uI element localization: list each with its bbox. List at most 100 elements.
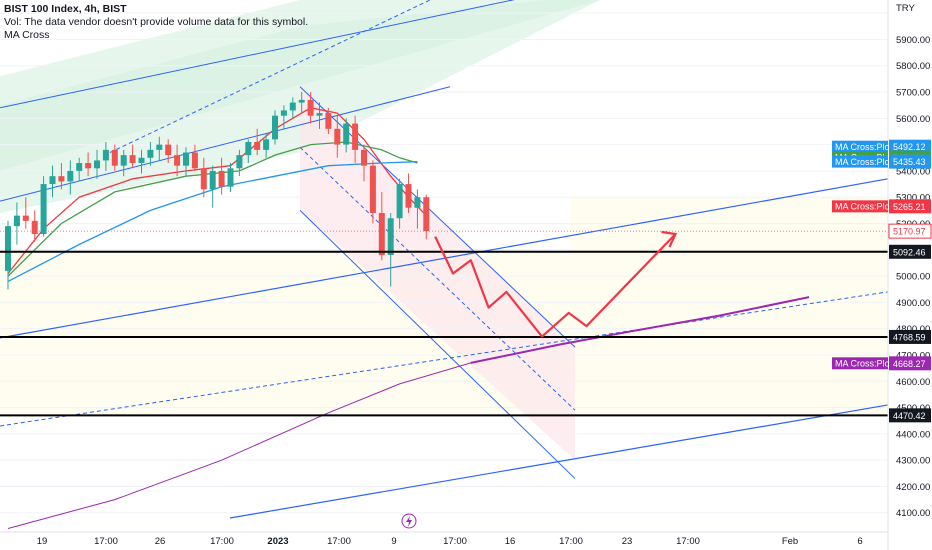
rising-trend-line-1	[0, 178, 889, 339]
time-tick-label: 2023	[267, 536, 288, 547]
price-badge-value: 4470.42	[893, 411, 926, 421]
candle-body	[94, 160, 100, 169]
chart-legend: BIST 100 Index, 4h, BIST Vol: The data v…	[4, 3, 308, 42]
price-badge-value: 4768.59	[893, 332, 926, 342]
drawing-zones	[0, 0, 888, 461]
time-tick-label: 26	[155, 536, 166, 547]
price-tick-label: 5300.00	[896, 193, 930, 204]
rising-trend-line-2	[229, 404, 889, 519]
projection-arrowhead[interactable]	[661, 230, 678, 248]
price-badge-value: 5435.43	[893, 157, 926, 167]
candle-body	[263, 139, 270, 150]
time-tick-label: 16	[505, 536, 516, 547]
candle-body	[156, 144, 163, 150]
price-badge-value: 5265.21	[893, 202, 926, 212]
projection-path-line[interactable]	[434, 233, 677, 338]
candle-body	[147, 149, 154, 158]
candle-body	[58, 176, 65, 182]
price-tick-label: 4600.00	[896, 377, 930, 388]
grid	[0, 12, 888, 514]
price-badge-bg	[889, 329, 931, 344]
candle-body	[405, 184, 412, 208]
time-tick-label: 17:00	[210, 536, 234, 547]
price-badge-bg	[889, 408, 931, 423]
price-axis[interactable]: TRY4100.004200.004300.004400.004500.0046…	[832, 0, 932, 550]
candle-body	[227, 168, 234, 187]
ma-badge-label-bg	[832, 357, 888, 370]
candle-body	[316, 113, 323, 116]
candle-body	[369, 165, 376, 213]
horizontal-levels[interactable]	[0, 230, 888, 417]
price-badge-value: 4668.27	[893, 359, 926, 369]
price-badge-bg	[889, 356, 931, 371]
time-tick-label: 17:00	[676, 536, 700, 547]
candle-body	[423, 197, 430, 232]
time-tick-label: 23	[622, 536, 633, 547]
trend-channels[interactable]	[0, 0, 889, 519]
price-tick-label: 4100.00	[896, 508, 930, 519]
price-tick-label: 5000.00	[896, 272, 930, 283]
upper-channel-top-line	[0, 0, 515, 109]
candle-body	[280, 110, 287, 116]
last-price-badge-value: 5170.97	[893, 227, 926, 237]
legend-title[interactable]: BIST 100 Index, 4h, BIST	[4, 3, 127, 15]
candle-body	[352, 123, 359, 150]
candle-body	[85, 163, 92, 169]
candle-body	[254, 141, 261, 150]
price-tick-label: 5800.00	[896, 61, 930, 72]
time-tick-label: 17:00	[443, 536, 467, 547]
ma-badge-label-bg	[832, 140, 888, 153]
candle-body	[334, 128, 341, 145]
rising-trend-mid-line	[0, 291, 889, 427]
candle-body	[49, 176, 56, 185]
time-tick-label: 17:00	[559, 536, 583, 547]
candle-body	[5, 226, 11, 271]
candle-body	[183, 152, 189, 166]
price-badge-bg	[889, 154, 931, 169]
down-channel-fill	[300, 86, 575, 461]
time-tick-label: 6	[857, 536, 862, 547]
price-tick-label: 5400.00	[896, 166, 930, 177]
price-badge-value: 5092.46	[893, 247, 926, 257]
price-tick-label: 4700.00	[896, 350, 930, 361]
down-channel-bottom-line	[299, 209, 576, 479]
candle-body	[40, 184, 47, 235]
candle-body	[387, 218, 394, 256]
ma-mid-line	[7, 141, 418, 277]
candle-body	[209, 170, 216, 190]
time-axis[interactable]: 19 17:00 26 17:00 2023 17:00 9 17:00 16 17:00 23 17…	[0, 513, 888, 547]
candle-body	[174, 155, 181, 166]
time-tick-label: 19	[37, 536, 48, 547]
candle-body	[191, 152, 198, 169]
candle-body	[67, 170, 74, 182]
candle-body	[120, 155, 127, 166]
ma-badge-label-bg	[832, 200, 888, 213]
candle-body	[289, 102, 296, 111]
legend-volume-note: Vol: The data vendor doesn't provide vol…	[4, 16, 309, 28]
lightning-bolt-glyph	[406, 516, 412, 527]
price-badge-bg	[889, 139, 931, 154]
candle-body	[76, 163, 83, 171]
price-tick-label: 4200.00	[896, 482, 930, 493]
candle-body	[111, 149, 118, 166]
candle-body	[272, 115, 278, 140]
candle-body	[102, 149, 109, 161]
candle-body	[396, 184, 403, 219]
upper-channel-bottom-line	[0, 86, 451, 202]
projection-path[interactable]	[434, 230, 678, 338]
legend-indicator[interactable]: MA Cross	[4, 29, 50, 41]
price-badge-value: 5492.12	[893, 142, 926, 152]
candle-body	[31, 220, 38, 235]
price-tick-label: 4400.00	[896, 429, 930, 440]
candle-body	[236, 155, 243, 169]
down-channel-mid-line	[299, 146, 576, 411]
candle-body	[22, 215, 29, 221]
candle-body	[218, 170, 225, 187]
price-badge-bg	[889, 244, 931, 259]
price-tick-label: 5900.00	[896, 35, 930, 46]
candle-body	[298, 99, 305, 103]
price-tick-label: 5700.00	[896, 88, 930, 99]
candle-body	[343, 123, 350, 145]
candle-body	[307, 99, 314, 116]
